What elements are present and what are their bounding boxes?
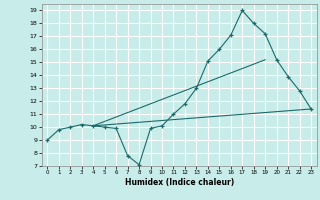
X-axis label: Humidex (Indice chaleur): Humidex (Indice chaleur): [124, 178, 234, 187]
